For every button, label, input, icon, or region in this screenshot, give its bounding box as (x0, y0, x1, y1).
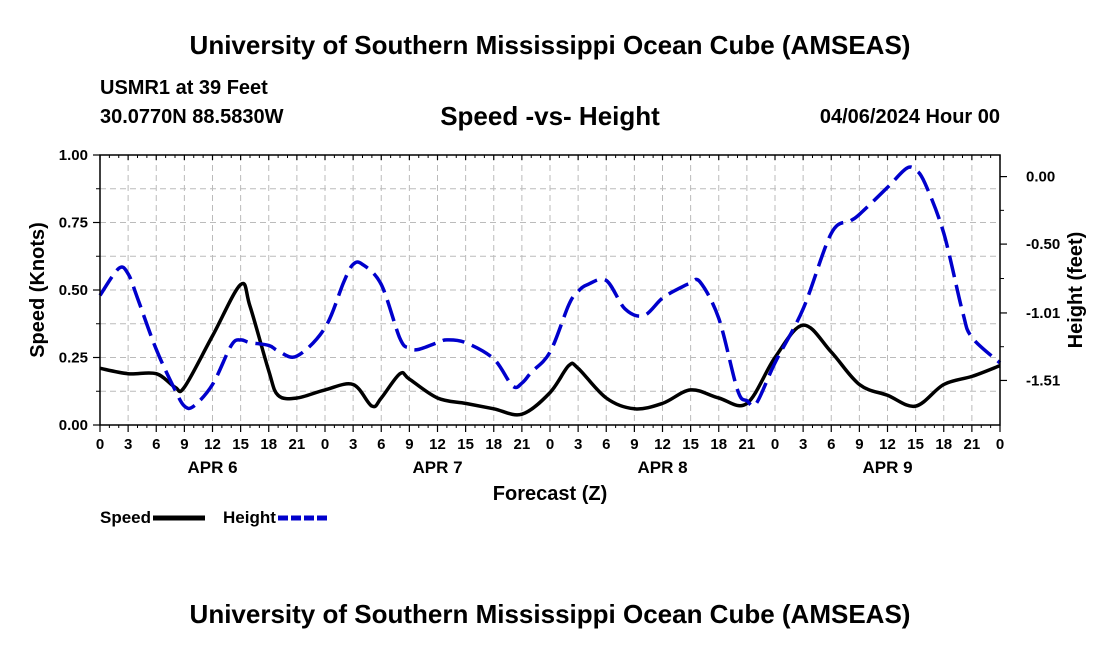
x-tick-label: 0 (96, 436, 104, 453)
y-right-tick-label: 0.00 (1026, 169, 1055, 186)
date-label: APR 9 (862, 458, 912, 477)
x-tick-label: 0 (321, 436, 329, 453)
y-left-tick-label: 0.50 (59, 282, 88, 299)
x-tick-label: 21 (289, 436, 306, 453)
x-tick-label: 18 (485, 436, 502, 453)
y-right-tick-label: -1.51 (1026, 372, 1060, 389)
date-label: APR 8 (637, 458, 687, 477)
legend-swatch-speed (153, 515, 206, 521)
y-left-tick-label: 1.00 (59, 147, 88, 164)
series-line-height (98, 165, 1002, 411)
x-tick-label: 12 (429, 436, 446, 453)
series-line-speed (99, 281, 1001, 417)
x-tick-label: 12 (204, 436, 221, 453)
x-tick-label: 18 (260, 436, 277, 453)
x-tick-label: 15 (457, 436, 474, 453)
x-tick-label: 6 (602, 436, 610, 453)
x-tick-label: 12 (879, 436, 896, 453)
x-tick-label: 6 (827, 436, 835, 453)
x-tick-label: 3 (124, 436, 132, 453)
legend-label-speed: Speed (100, 508, 152, 527)
y-left-tick-label: 0.25 (59, 350, 88, 367)
y-left-axis-title: Speed (Knots) (27, 222, 49, 358)
legend-item-height: Height (223, 508, 330, 528)
series-layer (98, 165, 1002, 417)
x-tick-label: 9 (855, 436, 863, 453)
legend: Speed Height (100, 508, 348, 528)
chart-title: Speed -vs- Height (440, 101, 660, 131)
page-title: University of Southern Mississippi Ocean… (189, 30, 911, 60)
x-tick-label: 3 (574, 436, 582, 453)
date-label: APR 7 (412, 458, 462, 477)
x-tick-label: 18 (935, 436, 952, 453)
x-axis-title: Forecast (Z) (493, 483, 607, 505)
grid (100, 155, 1000, 425)
x-tick-label: 9 (630, 436, 638, 453)
x-tick-label: 6 (152, 436, 160, 453)
x-tick-label: 9 (405, 436, 413, 453)
x-tick-label: 21 (739, 436, 756, 453)
x-tick-label: 6 (377, 436, 385, 453)
x-tick-label: 15 (907, 436, 924, 453)
x-tick-label: 21 (514, 436, 531, 453)
tick-labels: 0 3 6 9 12 15 18 21 0 3 6 9 12 15 18 21 0 3 6 9 12 15 18 21 0 3 6 9… (59, 147, 1060, 477)
x-tick-label: 18 (710, 436, 727, 453)
y-right-tick-label: -0.50 (1026, 236, 1060, 253)
legend-label-height: Height (223, 508, 276, 527)
coordinates-label: 30.0770N 88.5830W (100, 106, 284, 128)
y-left-tick-label: 0.75 (59, 215, 88, 232)
ticks (93, 154, 1007, 432)
x-tick-label: 21 (964, 436, 981, 453)
footer-title: University of Southern Mississippi Ocean… (189, 599, 911, 629)
y-right-tick-label: -1.01 (1026, 305, 1060, 322)
legend-item-speed: Speed (100, 508, 206, 528)
y-right-axis-title: Height (feet) (1065, 232, 1087, 349)
y-left-tick-label: 0.00 (59, 417, 88, 434)
x-tick-label: 15 (682, 436, 699, 453)
x-tick-label: 12 (654, 436, 671, 453)
date-label: APR 6 (187, 458, 237, 477)
x-tick-label: 3 (349, 436, 357, 453)
x-tick-label: 9 (180, 436, 188, 453)
x-tick-label: 15 (232, 436, 249, 453)
x-tick-label: 0 (771, 436, 779, 453)
forecast-date-label: 04/06/2024 Hour 00 (819, 106, 1000, 128)
x-tick-label: 3 (799, 436, 807, 453)
legend-swatch-height (277, 515, 330, 521)
x-tick-label: 0 (546, 436, 554, 453)
station-label: USMR1 at 39 Feet (100, 77, 268, 99)
x-tick-label: 0 (996, 436, 1004, 453)
